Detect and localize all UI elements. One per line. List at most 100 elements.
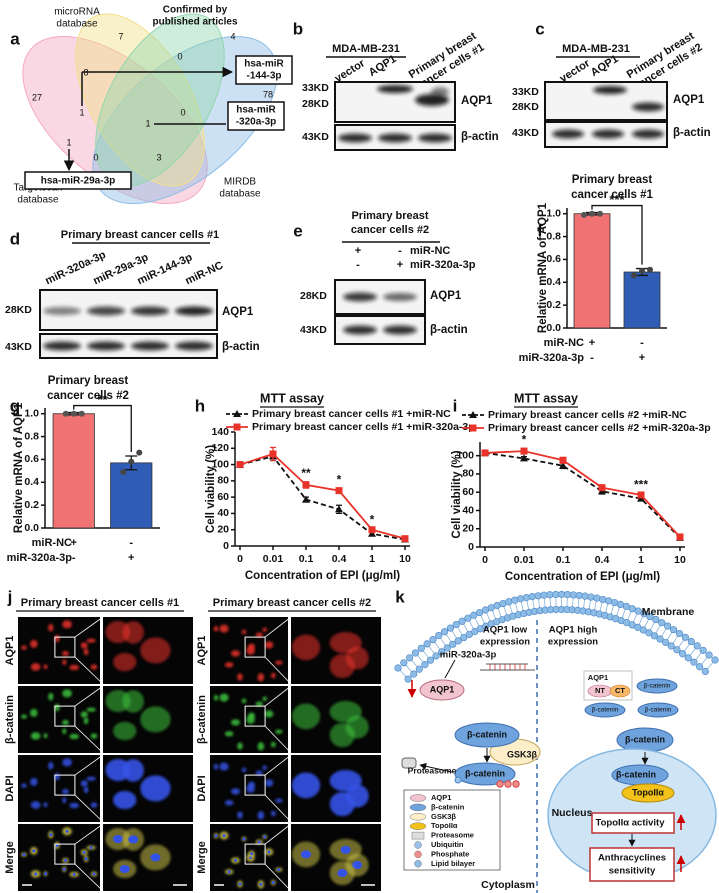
lipid-head (569, 591, 577, 599)
blot-band (415, 94, 449, 106)
marker (520, 447, 528, 455)
lipid-head (593, 594, 601, 602)
size-marker: 43KD (512, 127, 539, 139)
zoom-line (264, 616, 292, 638)
chart-title: cancer cells #1 (571, 189, 653, 201)
legend-label: Lipid bilayer (431, 859, 475, 868)
lipid-tail (428, 646, 435, 654)
label: β-catenin (645, 707, 672, 714)
lipid-tail (684, 643, 690, 652)
condition-mark: + (639, 352, 645, 364)
legend-icon (411, 831, 425, 840)
lipid-head (581, 592, 589, 600)
condition-mark: + (71, 537, 77, 549)
lipid-tail (463, 623, 469, 632)
cell (62, 659, 67, 666)
lipid-head (394, 664, 402, 672)
cell (83, 648, 89, 656)
row-label: β-catenin (196, 695, 208, 744)
zoom-line (264, 725, 292, 754)
condition: miR-NC (32, 537, 72, 549)
nucleus (92, 872, 96, 876)
cell (291, 772, 321, 799)
lipid-head (522, 594, 531, 602)
panel-label: f (537, 221, 543, 240)
series-line (484, 450, 681, 538)
aqp1-ct (609, 684, 631, 698)
set-name: MIRDB (224, 177, 257, 188)
lipid-tail (492, 610, 496, 620)
cell (113, 721, 137, 741)
data-point (639, 267, 645, 274)
lipid-head (505, 598, 513, 606)
set-name: database (56, 19, 98, 30)
marker (335, 505, 343, 513)
axis-label: Relative mRNA of AQP1 (13, 402, 25, 533)
cell (219, 624, 229, 633)
size-marker: 43KD (300, 324, 327, 336)
marker (269, 450, 277, 458)
zoom-box (244, 636, 266, 658)
lipid-head (534, 592, 542, 600)
cell (224, 731, 234, 737)
zoom-line (74, 656, 104, 685)
cell (80, 711, 88, 718)
callout: hsa-miR-29a-3p (41, 176, 115, 187)
lipid-head (415, 665, 423, 673)
lipid-tail (689, 648, 696, 656)
lipid-head (449, 640, 457, 648)
lipid-tail (509, 604, 513, 614)
cell (213, 694, 219, 701)
y-tick-label: 80 (462, 468, 474, 480)
cell (237, 742, 243, 750)
lipid-head (417, 644, 425, 652)
lipid-head (452, 620, 460, 629)
nucleus (84, 857, 88, 861)
cell (248, 712, 255, 719)
y-tick-label: 0 (468, 541, 474, 553)
nucleus (150, 853, 161, 862)
lipid-head (701, 667, 709, 676)
label: Proteasome (408, 765, 457, 775)
legend-marker (469, 424, 477, 432)
y-tick-label: 20 (462, 523, 474, 535)
row-label: β-catenin (4, 695, 16, 744)
nucleus (233, 858, 237, 862)
blot-band (552, 129, 584, 139)
condition-mark: - (129, 537, 133, 549)
data-point (78, 410, 85, 417)
label: + (355, 245, 361, 257)
significance-bracket (591, 204, 643, 265)
callout: hsa-miR (236, 105, 276, 116)
marker (302, 481, 310, 489)
phosphate (504, 780, 512, 788)
cell (270, 741, 276, 748)
cell (90, 733, 98, 739)
set-name: published articles (152, 17, 237, 28)
x-tick-label: 0.4 (595, 554, 610, 566)
protein: AQP1 (461, 95, 493, 107)
lipid-head (699, 646, 707, 654)
cell (257, 811, 265, 820)
significance: *** (634, 477, 648, 491)
cell (262, 627, 268, 632)
cell (291, 703, 321, 730)
label: - (398, 245, 402, 257)
lipid-tail (417, 655, 424, 663)
condition-mark: - (72, 552, 76, 564)
cell (255, 701, 263, 707)
label: β-catenin (625, 734, 665, 744)
lipid-tail (644, 619, 649, 628)
y-tick-label: 0.8 (24, 430, 39, 442)
y-tick-label: 0.0 (24, 522, 39, 534)
panel-label: a (10, 29, 20, 48)
cell (275, 798, 283, 803)
lipid-head (438, 648, 446, 656)
cell (62, 650, 69, 657)
chart-title: MTT assay (514, 391, 578, 405)
protein: AQP1 (430, 290, 462, 302)
cell (329, 701, 362, 723)
cell (291, 634, 321, 661)
set-name: Confirmed by (163, 5, 228, 16)
lipid-tail (451, 630, 458, 639)
